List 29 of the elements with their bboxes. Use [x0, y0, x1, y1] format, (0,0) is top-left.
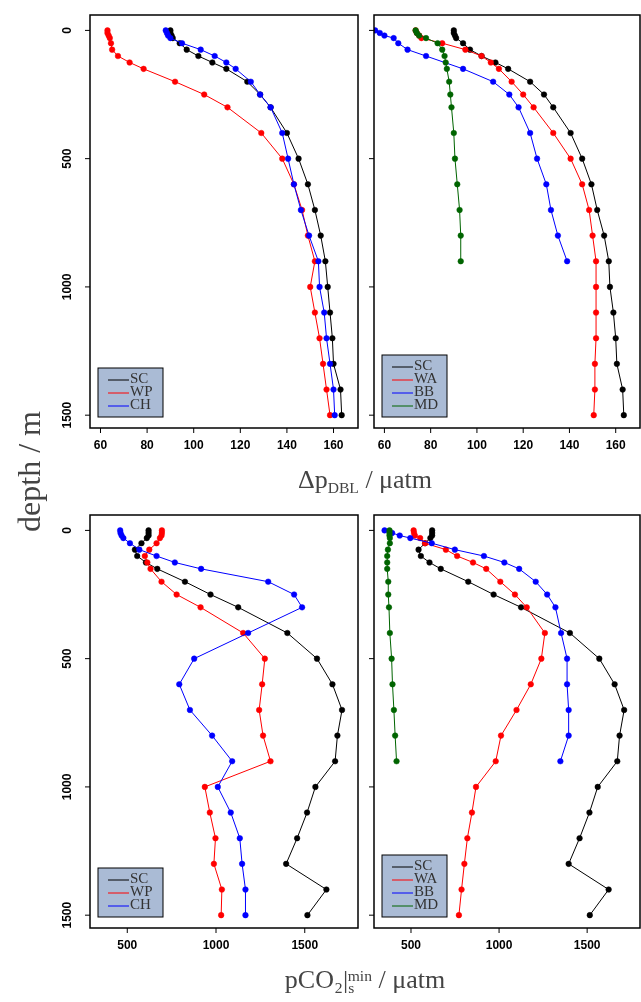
x-tick-label: 120 [230, 438, 251, 452]
y-axis-title: depth / m [11, 410, 47, 532]
y-tick-label: 1000 [60, 273, 75, 301]
x-tick-label: 160 [323, 438, 344, 452]
x-tick-label: 100 [183, 438, 205, 452]
y-tick-label: 0 [60, 26, 75, 34]
y-tick-label: 1000 [60, 773, 75, 801]
y-tick-label: 0 [60, 526, 75, 534]
x-tick-label: 120 [513, 438, 534, 452]
x-tick-label: 100 [466, 438, 488, 452]
x-tick-label: 1500 [291, 938, 319, 952]
x-tick-label: 60 [93, 438, 108, 452]
x-tick-label: 1000 [485, 938, 513, 952]
x-tick-label: 80 [140, 438, 155, 452]
y-tick-label: 1500 [60, 401, 75, 429]
x-tick-label: 140 [559, 438, 580, 452]
x-tick-label: 500 [400, 938, 422, 952]
x-axis-title: pCO₂|$_{s}$$^{min}$ / μatm [284, 965, 446, 996]
x-tick-label: 160 [605, 438, 627, 452]
x-axis-title: Δp$_{DBL}$ / μatm [297, 465, 433, 496]
y-tick-label: 500 [60, 148, 75, 169]
x-tick-label: 60 [377, 438, 392, 452]
y-tick-label: 500 [60, 648, 75, 669]
x-tick-label: 140 [276, 438, 298, 452]
x-tick-label: 1000 [202, 938, 230, 952]
x-tick-label: 1500 [573, 938, 601, 952]
x-tick-label: 80 [423, 438, 438, 452]
x-tick-label: 500 [117, 938, 138, 952]
y-tick-label: 1500 [60, 901, 75, 929]
